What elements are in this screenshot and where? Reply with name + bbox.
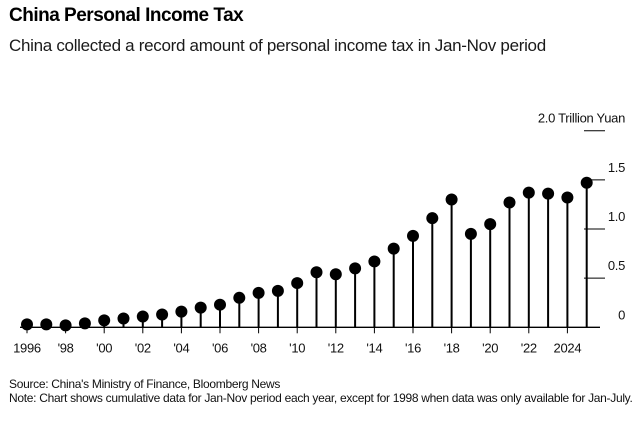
data-point bbox=[561, 191, 574, 204]
data-point bbox=[271, 284, 284, 297]
x-tick-label: '06 bbox=[212, 340, 228, 355]
data-point bbox=[445, 193, 458, 206]
data-point bbox=[387, 242, 400, 255]
x-tick-label: '18 bbox=[444, 340, 460, 355]
y-axis: 0 0.5 1.0 1.5 2.0 Trillion Yuan bbox=[538, 111, 626, 323]
chart-footer: Source: China's Ministry of Finance, Blo… bbox=[9, 377, 635, 405]
data-point bbox=[291, 277, 304, 290]
chart-title: China Personal Income Tax bbox=[9, 5, 244, 26]
data-point bbox=[194, 301, 207, 314]
data-point bbox=[78, 317, 91, 330]
data-point bbox=[580, 176, 593, 189]
data-point bbox=[368, 255, 381, 268]
data-point bbox=[542, 187, 555, 200]
data-point bbox=[59, 319, 72, 332]
data-marks bbox=[21, 176, 593, 332]
x-tick-label: '02 bbox=[135, 340, 151, 355]
chart-subtitle: China collected a record amount of perso… bbox=[9, 36, 546, 55]
data-point bbox=[21, 318, 33, 331]
x-tick-label: '14 bbox=[366, 340, 382, 355]
data-point bbox=[98, 314, 111, 327]
y-tick-label: 0.5 bbox=[608, 258, 625, 273]
data-point bbox=[252, 286, 265, 299]
data-point bbox=[464, 227, 477, 240]
data-point bbox=[503, 196, 516, 209]
data-point bbox=[484, 218, 497, 231]
data-point bbox=[233, 291, 246, 304]
x-tick-label: '22 bbox=[521, 340, 537, 355]
x-tick-label: '04 bbox=[173, 340, 189, 355]
x-tick-label: 1996 bbox=[13, 340, 41, 355]
x-axis: 1996 '98 '00 '02 '04 '06 '08 '10 '12 '14 '16 '18 '20… bbox=[13, 326, 600, 355]
data-point bbox=[522, 186, 535, 199]
x-tick-label: '08 bbox=[251, 340, 267, 355]
data-point bbox=[426, 212, 439, 225]
y-tick-label: 1.0 bbox=[608, 209, 625, 224]
y-axis-unit-label: 2.0 Trillion Yuan bbox=[538, 111, 625, 126]
data-point bbox=[329, 268, 342, 281]
y-tick-label: 1.5 bbox=[608, 160, 625, 175]
data-point bbox=[136, 310, 149, 323]
data-point bbox=[40, 318, 53, 331]
x-tick-label: '10 bbox=[289, 340, 305, 355]
data-point bbox=[407, 229, 419, 242]
x-tick-label: '16 bbox=[405, 340, 421, 355]
x-tick-label: '98 bbox=[58, 340, 74, 355]
source-note: Source: China's Ministry of Finance, Blo… bbox=[9, 377, 281, 391]
data-point bbox=[175, 305, 188, 318]
x-tick-label: '20 bbox=[482, 340, 498, 355]
y-tick-label: 0 bbox=[618, 307, 625, 322]
footnote: Note: Chart shows cumulative data for Ja… bbox=[9, 390, 633, 405]
x-tick-label: 2024 bbox=[554, 340, 582, 355]
data-point bbox=[310, 266, 323, 279]
data-point bbox=[214, 298, 226, 311]
x-tick-label: '00 bbox=[96, 340, 112, 355]
data-point bbox=[117, 312, 130, 325]
data-point bbox=[156, 308, 169, 321]
data-point bbox=[349, 262, 362, 275]
x-tick-label: '12 bbox=[328, 340, 344, 355]
